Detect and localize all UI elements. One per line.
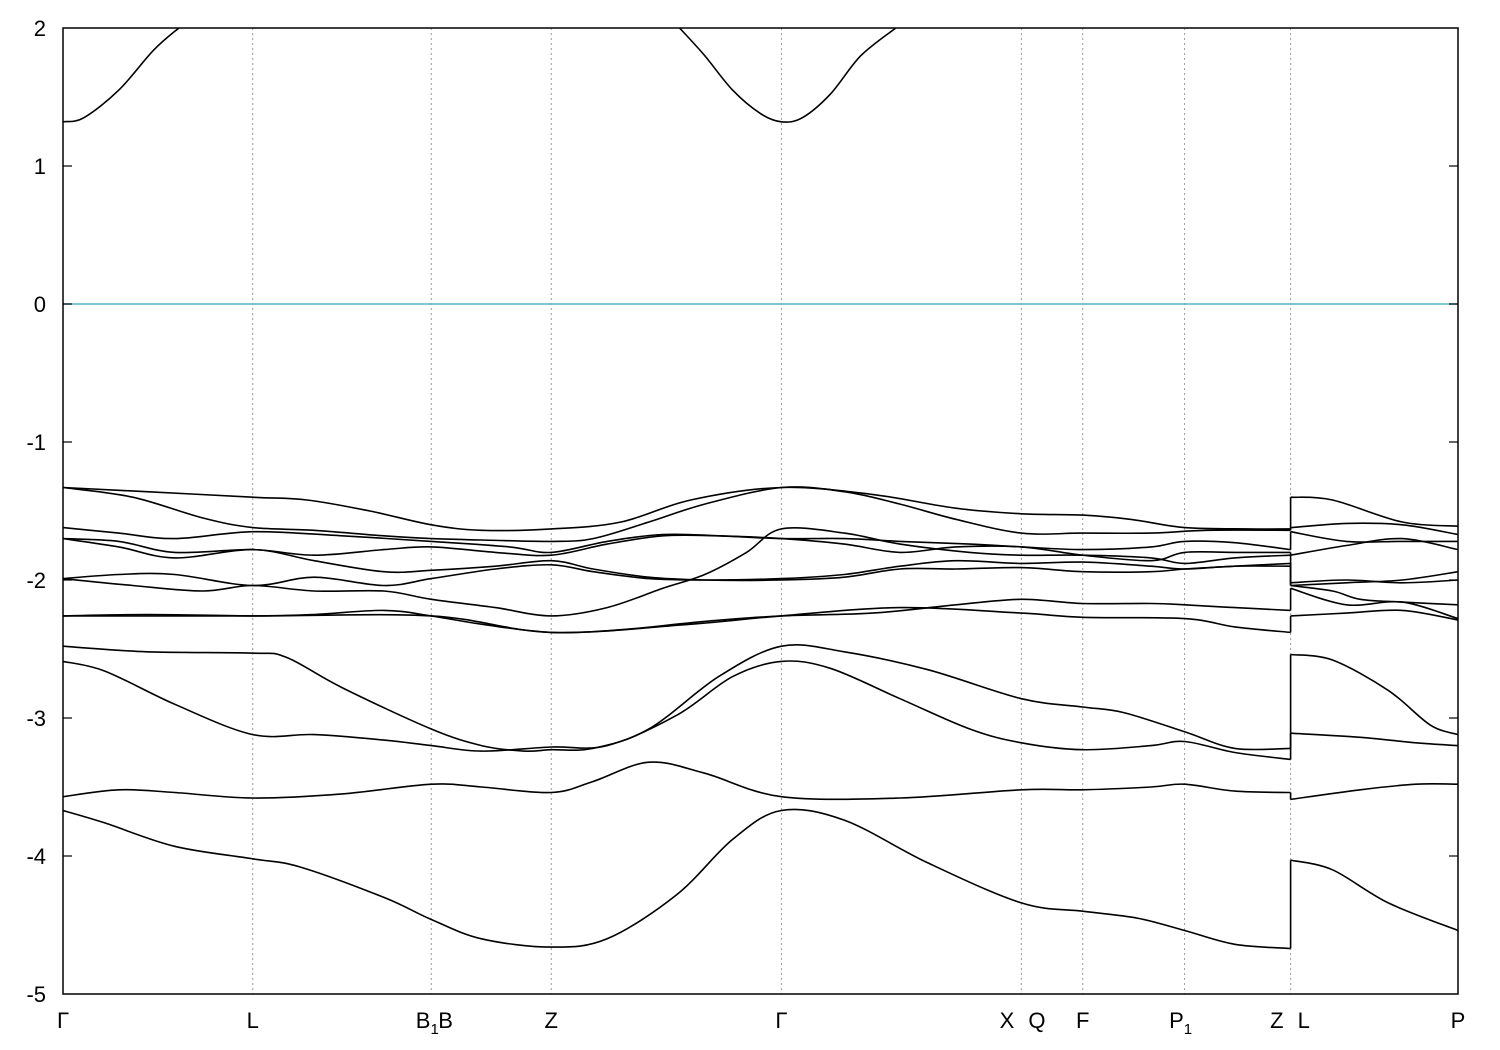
y-tick-label: 0 bbox=[34, 292, 46, 317]
band-8 bbox=[63, 527, 1458, 617]
band-9 bbox=[63, 587, 1458, 634]
kpoint-label: Γ bbox=[57, 1008, 69, 1033]
band-6 bbox=[63, 537, 1458, 587]
band-2 bbox=[63, 486, 1458, 532]
kpoint-gridlines bbox=[252, 28, 1292, 994]
band-segment bbox=[63, 28, 180, 123]
band-segment bbox=[63, 537, 1291, 582]
y-tick-label: -2 bbox=[26, 568, 46, 593]
band-segment bbox=[63, 761, 1291, 801]
band-segment bbox=[1290, 653, 1458, 736]
band-segment bbox=[1290, 587, 1458, 620]
band-segment bbox=[1290, 579, 1458, 584]
band-11 bbox=[63, 644, 1458, 753]
kpoint-label: B bbox=[438, 1008, 453, 1033]
band-segment bbox=[63, 527, 1291, 617]
band-1 bbox=[63, 28, 897, 123]
kpoint-label: Q bbox=[1028, 1008, 1045, 1033]
band-segment bbox=[63, 606, 1291, 634]
band-12 bbox=[63, 660, 1458, 761]
y-axis: -5 -4 -3 -2 -1 0 1 2 bbox=[26, 16, 1458, 1007]
band-segment bbox=[1290, 859, 1458, 932]
band-14 bbox=[63, 808, 1458, 950]
band-segment bbox=[63, 559, 1291, 587]
band-7 bbox=[63, 559, 1458, 606]
y-tick-label: 1 bbox=[34, 154, 46, 179]
band-segment bbox=[63, 660, 1291, 761]
band-segment bbox=[63, 526, 1291, 554]
band-segment bbox=[1290, 496, 1458, 527]
band-segment bbox=[1290, 783, 1458, 801]
band-segment bbox=[1290, 537, 1458, 556]
bands bbox=[63, 28, 1458, 950]
kpoint-label: L bbox=[1298, 1008, 1310, 1033]
band-13 bbox=[63, 761, 1458, 801]
band-5 bbox=[63, 534, 1458, 562]
band-segment bbox=[1290, 570, 1458, 587]
y-tick-label: -4 bbox=[26, 844, 46, 869]
y-tick-label: -5 bbox=[26, 982, 46, 1007]
kpoint-label: P1 bbox=[1169, 1008, 1192, 1038]
kpoint-label: X bbox=[1000, 1008, 1015, 1033]
band-3 bbox=[63, 486, 1458, 543]
kpoint-label: Z bbox=[1270, 1008, 1283, 1033]
band-segment bbox=[63, 644, 1291, 753]
y-tick-label: -1 bbox=[26, 430, 46, 455]
kpoint-label: B1 bbox=[416, 1008, 439, 1038]
y-tick-label: 2 bbox=[34, 16, 46, 41]
band-segment bbox=[63, 486, 1291, 543]
band-segment bbox=[63, 808, 1291, 950]
y-tick-label: -3 bbox=[26, 706, 46, 731]
band-segment bbox=[1290, 732, 1458, 747]
band-segment bbox=[63, 486, 1291, 532]
kpoint-label: F bbox=[1076, 1008, 1089, 1033]
band-segment bbox=[1290, 530, 1458, 543]
band-segment bbox=[679, 28, 897, 123]
kpoint-label: Z bbox=[545, 1008, 558, 1033]
band-segment bbox=[1290, 584, 1458, 606]
kpoint-label: P bbox=[1451, 1008, 1466, 1033]
band-segment bbox=[1290, 609, 1458, 621]
kpoint-label: Γ bbox=[775, 1008, 787, 1033]
kpoint-label: L bbox=[247, 1008, 259, 1033]
plot-frame bbox=[62, 27, 1459, 995]
band-10 bbox=[63, 606, 1458, 634]
x-axis-kpoints: Γ L B1 B Z Γ X Q F P1 Z L P bbox=[57, 1008, 1465, 1038]
band-segment bbox=[1290, 522, 1458, 536]
band-segment bbox=[63, 534, 1291, 562]
